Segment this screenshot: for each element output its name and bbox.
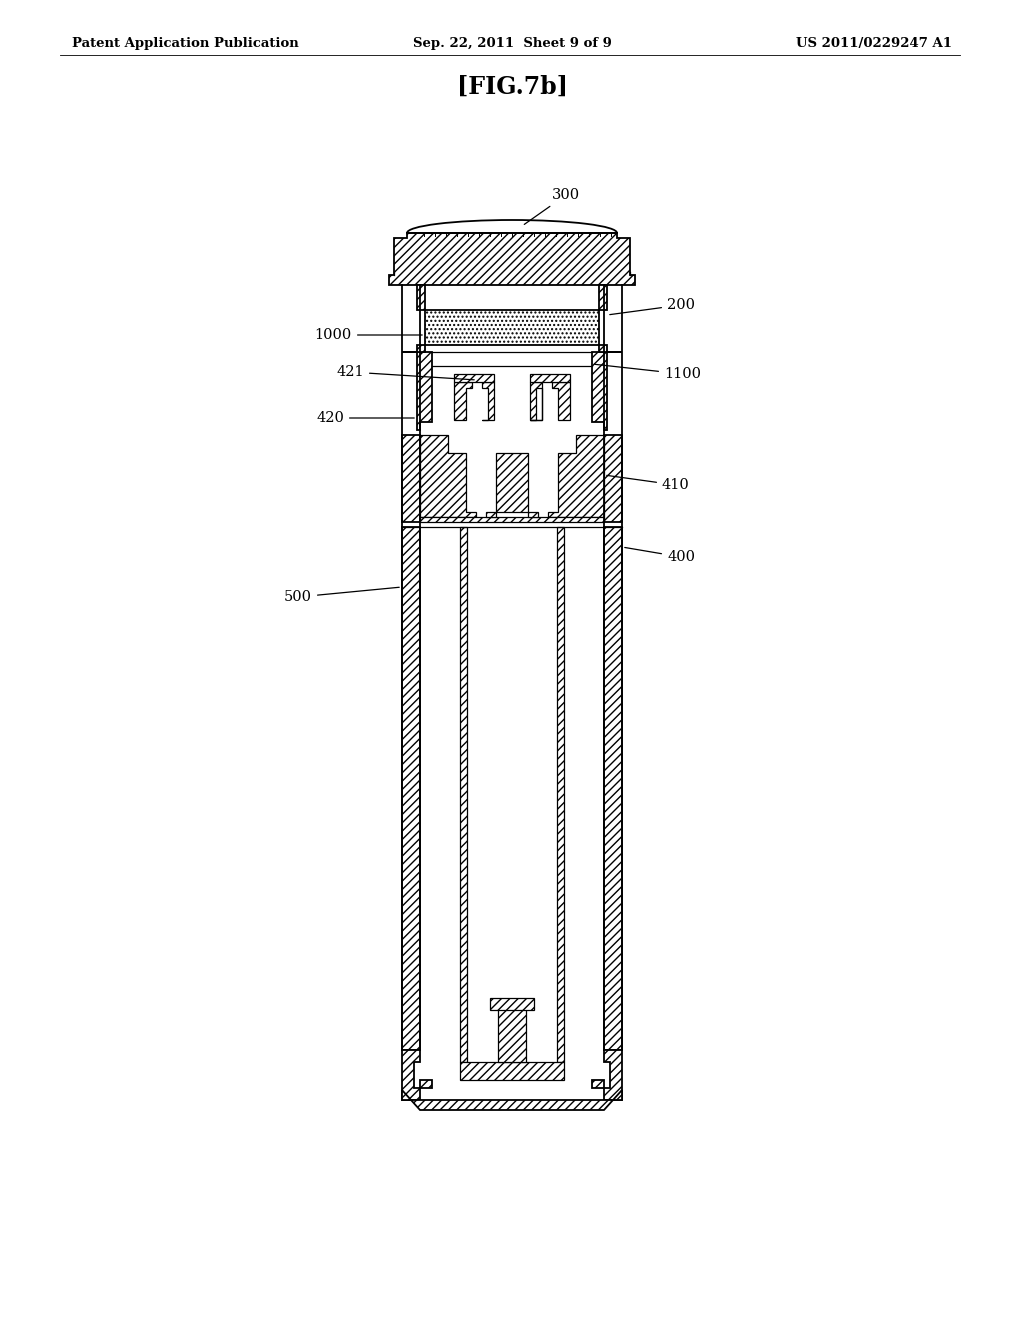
Text: 200: 200 [609,298,695,314]
Polygon shape [552,381,570,420]
Text: 1100: 1100 [595,364,701,381]
Polygon shape [389,234,635,285]
Bar [490,998,534,1010]
Text: 421: 421 [336,366,474,380]
Bar [460,1063,564,1080]
Polygon shape [482,381,494,420]
Bar [425,310,599,345]
Polygon shape [592,1049,622,1100]
Bar [498,1002,526,1063]
Polygon shape [604,527,622,1049]
Polygon shape [417,345,425,352]
Bar [530,374,570,381]
Polygon shape [402,436,420,521]
Polygon shape [402,1049,432,1100]
Polygon shape [402,352,432,430]
Polygon shape [599,285,607,310]
Text: Patent Application Publication: Patent Application Publication [72,37,299,50]
Polygon shape [548,436,604,517]
Text: 410: 410 [607,475,690,492]
Text: 420: 420 [316,411,415,425]
Text: US 2011/0229247 A1: US 2011/0229247 A1 [796,37,952,50]
Text: [FIG.7b]: [FIG.7b] [457,75,567,99]
Polygon shape [417,285,425,310]
Text: 500: 500 [284,587,399,605]
Text: 400: 400 [625,548,695,564]
Polygon shape [402,527,420,1049]
Bar [486,512,496,517]
Bar [557,527,564,1063]
Polygon shape [599,345,607,352]
Bar [420,517,604,521]
Bar [460,527,467,1063]
Polygon shape [496,453,528,512]
Text: Sep. 22, 2011  Sheet 9 of 9: Sep. 22, 2011 Sheet 9 of 9 [413,37,611,50]
Polygon shape [402,1090,622,1110]
Bar [454,374,494,381]
Polygon shape [530,381,542,420]
Polygon shape [420,436,476,517]
Bar [528,512,538,517]
Polygon shape [454,381,472,420]
Polygon shape [604,436,622,521]
Text: 1000: 1000 [314,327,422,342]
Polygon shape [592,352,622,430]
Text: 300: 300 [524,187,581,224]
